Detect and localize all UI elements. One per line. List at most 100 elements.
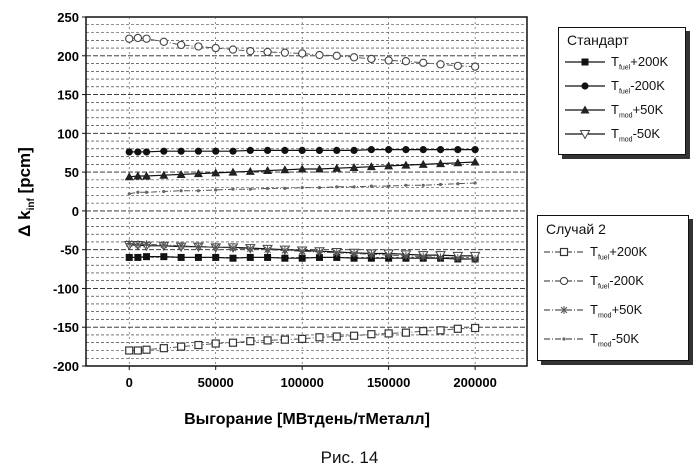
data-point [439,183,442,186]
data-point [385,330,392,337]
data-point [160,148,167,155]
data-point [367,250,375,258]
data-point [134,148,141,155]
x-tick-label: 100000 [280,375,323,390]
data-point [454,146,461,153]
y-tick-label: -150 [53,320,79,335]
legend-marker [560,306,568,314]
legend-entry: Tmod+50K [563,100,699,120]
data-point [128,192,131,195]
data-point [437,146,444,153]
legend-label: Tfuel+200K [590,244,647,262]
legend-marker [561,249,568,256]
x-tick-label: 0 [126,375,133,390]
legend-swatch [563,124,607,144]
data-point [350,147,357,154]
data-point [299,50,306,57]
data-point [247,254,254,261]
data-point [266,187,269,190]
data-point [247,338,254,345]
data-point [281,336,288,343]
data-point [281,255,288,262]
data-point [281,246,289,254]
data-point [160,345,167,352]
data-point [387,184,390,187]
data-point [249,188,252,191]
legend-marker [560,277,567,284]
data-point [145,191,148,194]
data-point [299,335,306,342]
data-point [422,184,425,187]
data-point [160,38,167,45]
data-point [437,253,445,261]
data-point [134,240,142,248]
data-point [230,255,237,262]
data-point [420,146,427,153]
data-point [197,189,200,192]
data-point [281,147,288,154]
data-point [283,187,286,190]
data-point [472,63,479,70]
data-point [125,239,133,247]
data-point [212,44,219,51]
legend-standard-title: Стандарт [567,32,629,48]
data-point [195,254,202,261]
data-point [264,147,271,154]
data-point [264,337,271,344]
legend-label: Tmod-50K [590,331,639,349]
legend-label: Tfuel-200K [611,78,665,96]
data-point [385,251,393,259]
data-point [230,339,237,346]
data-point [402,146,409,153]
data-point [212,340,219,347]
data-point [368,146,375,153]
data-point [281,49,288,56]
legend-swatch [542,242,586,262]
data-point [316,147,323,154]
plot-area [86,17,527,366]
data-point [178,41,185,48]
data-point [231,188,234,191]
data-point [385,57,392,64]
data-point [160,241,168,249]
y-tick-label: 0 [72,204,79,219]
legend-swatch [542,300,586,320]
data-point [264,48,271,55]
data-point [195,43,202,50]
data-point [318,186,321,189]
data-point [350,250,358,258]
data-point [178,254,185,261]
data-point [143,346,150,353]
data-point [264,254,271,261]
data-point [126,35,133,42]
data-point [134,254,141,261]
data-point [178,343,185,350]
x-tick-label: 50000 [198,375,234,390]
data-point [143,35,150,42]
data-point [177,242,185,250]
y-tick-label: 250 [57,10,79,25]
data-point [194,243,202,251]
data-point [316,51,323,58]
data-point [298,247,306,255]
legend-label: Tfuel-200K [590,273,644,291]
legend-standard: Стандарт Tfuel+200KTfuel-200KTmod+50KTmo… [558,27,686,155]
legend-entry: Tmod+50K [542,300,699,320]
data-point [404,184,407,187]
legend-label: Tmod+50K [590,302,642,320]
data-point [420,328,427,335]
data-point [299,147,306,154]
data-point [134,34,141,41]
y-axis-ticks: -200-150-100-50050100150200250 [53,10,86,374]
legend-swatch [542,271,586,291]
y-axis-label: Δ kinf [pcm] [15,147,37,237]
data-point [178,148,185,155]
data-point [160,253,167,260]
legend-swatch [563,100,607,120]
legend-entry: Tfuel-200K [542,271,699,291]
legend-label: Tfuel+200K [611,54,668,72]
data-point [195,148,202,155]
y-tick-label: 200 [57,49,79,64]
data-point [264,246,272,254]
legend-marker [582,59,589,66]
